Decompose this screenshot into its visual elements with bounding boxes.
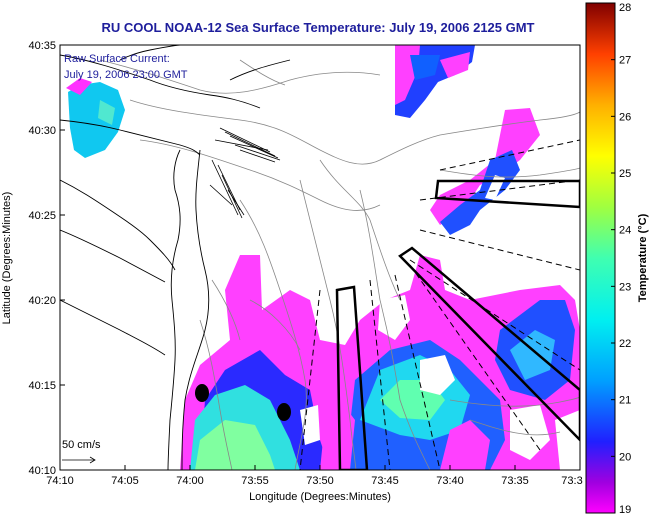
sst-patch-northeast <box>395 45 475 118</box>
y-axis-title: Latitude (Degrees:Minutes) <box>1 192 13 325</box>
x-tick-label: 74:05 <box>111 475 139 487</box>
x-tick-label: 73:35 <box>501 475 529 487</box>
y-tick-label: 40:30 <box>28 125 56 137</box>
x-tick-label: 73:3 <box>561 475 582 487</box>
station-marker <box>195 384 209 402</box>
survey-boxes <box>335 179 580 470</box>
plot-area <box>60 45 580 470</box>
sst-patch-south <box>180 255 580 470</box>
y-tick-label: 40:35 <box>28 40 56 52</box>
y-tick-label: 40:15 <box>28 380 56 392</box>
colorbar-tick-label: 23 <box>619 281 631 293</box>
x-tick-label: 73:45 <box>371 475 399 487</box>
colorbar-tick-label: 25 <box>619 168 631 180</box>
scale-label: 50 cm/s <box>62 439 101 451</box>
x-axis-title: Longitude (Degrees:Minutes) <box>249 491 391 503</box>
x-tick-label: 73:40 <box>436 475 464 487</box>
radar-beam-lines <box>299 139 580 470</box>
coastline <box>60 45 291 470</box>
x-tick-label: 73:50 <box>306 475 334 487</box>
sst-patch-northwest <box>66 78 125 158</box>
x-tick-label: 74:10 <box>46 475 74 487</box>
y-axis-ticks: 40:35 40:30 40:25 40:20 40:15 40:10 <box>28 40 65 477</box>
y-tick-label: 40:10 <box>28 465 56 477</box>
map-title: RU COOL NOAA-12 Sea Surface Temperature:… <box>101 20 534 35</box>
y-tick-label: 40:20 <box>28 295 56 307</box>
station-marker <box>277 403 291 421</box>
y-tick-label: 40:25 <box>28 210 56 222</box>
colorbar <box>585 2 616 514</box>
x-tick-label: 74:00 <box>176 475 204 487</box>
colorbar-tick-label: 27 <box>619 55 631 67</box>
colorbar-tick-label: 26 <box>619 111 631 123</box>
colorbar-ticks: 28 27 26 25 24 23 22 21 20 19 <box>611 2 631 516</box>
x-tick-label: 73:55 <box>241 475 269 487</box>
colorbar-tick-label: 19 <box>619 504 631 516</box>
colorbar-title: Temperature (°C) <box>637 213 649 302</box>
colorbar-tick-label: 22 <box>619 338 631 350</box>
colorbar-tick-label: 24 <box>619 225 631 237</box>
current-annotation-line1: Raw Surface Current: <box>64 53 170 65</box>
colorbar-tick-label: 20 <box>619 451 631 463</box>
x-axis-ticks: 74:10 74:05 74:00 73:55 73:50 73:45 73:40 73:35… <box>46 465 583 487</box>
current-annotation-line2: July 19, 2006 23:00 GMT <box>64 69 188 81</box>
colorbar-tick-label: 21 <box>619 395 631 407</box>
current-vectors <box>62 127 281 464</box>
colorbar-tick-label: 28 <box>619 2 631 14</box>
